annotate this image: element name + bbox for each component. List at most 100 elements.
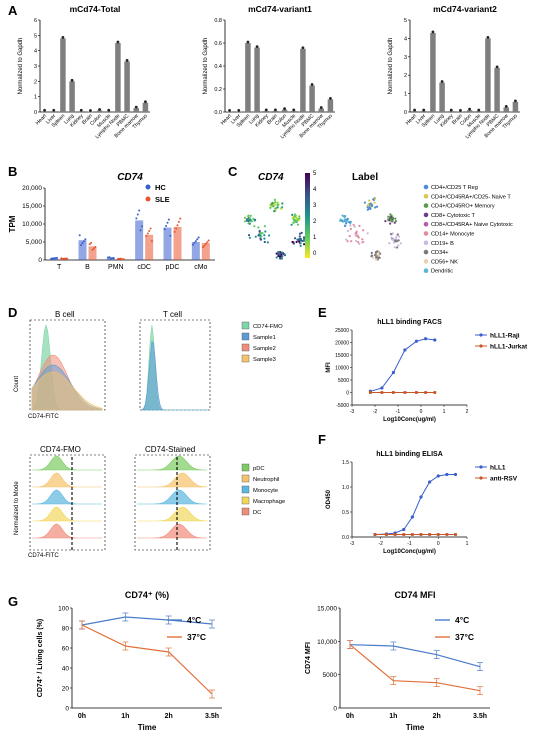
scatter-point bbox=[246, 219, 249, 222]
data-point bbox=[206, 241, 209, 244]
data-point bbox=[329, 96, 332, 100]
data-point bbox=[65, 257, 68, 260]
legend-marker bbox=[479, 476, 483, 480]
histogram bbox=[137, 472, 208, 488]
scatter-point bbox=[253, 219, 256, 222]
legend-marker bbox=[423, 194, 429, 199]
y-tick-label: 0.0 bbox=[342, 535, 349, 541]
x-tick-label: B bbox=[85, 264, 90, 271]
legend-label: CD4+/CD25 T Reg bbox=[431, 185, 478, 191]
y-tick-label: 4 bbox=[34, 49, 37, 55]
scatter-point bbox=[343, 218, 346, 221]
data-point bbox=[301, 46, 305, 50]
scatter-point bbox=[248, 217, 251, 220]
scatter-point bbox=[292, 242, 295, 245]
x-tick-label: cMo bbox=[194, 264, 207, 271]
flow-legend-bottom: pDC Neutrophil Monocyte Macrophage DC bbox=[241, 463, 285, 516]
tsne-legend: CD4+/CD25 T Reg CD4+/CD45RA+/CD25- Naive … bbox=[423, 184, 513, 275]
flow-ylabel-mode: Normalized to Mode bbox=[14, 481, 20, 535]
chart-title: mCd74-variant1 bbox=[248, 4, 312, 14]
scatter-point bbox=[394, 240, 397, 243]
data-point bbox=[246, 40, 250, 44]
data-point bbox=[373, 533, 377, 536]
panel-label-a: A bbox=[8, 3, 18, 18]
series-line bbox=[374, 474, 456, 535]
scatter-point bbox=[370, 251, 373, 255]
legend-label: DC bbox=[253, 510, 261, 516]
scatter-point bbox=[278, 255, 282, 258]
scatter-point bbox=[361, 241, 364, 244]
data-point bbox=[116, 40, 120, 44]
data-point bbox=[428, 533, 432, 536]
y-tick-label: 5 bbox=[404, 18, 407, 24]
histogram bbox=[32, 489, 102, 505]
data-point bbox=[203, 244, 206, 247]
scatter-point bbox=[275, 207, 278, 210]
legend-label: 4°C bbox=[455, 615, 469, 625]
colorbar-tick-label: 0 bbox=[313, 251, 317, 257]
bar bbox=[135, 220, 144, 260]
x-tick-label: 0h bbox=[78, 713, 86, 720]
scatter-point bbox=[292, 221, 295, 224]
y-tick-label: 100 bbox=[58, 606, 69, 613]
data-point bbox=[380, 386, 384, 390]
data-point bbox=[495, 65, 499, 69]
data-point bbox=[419, 533, 423, 536]
y-axis-label: TPM bbox=[8, 215, 17, 232]
y-tick-label: 4 bbox=[404, 36, 407, 42]
scatter-point bbox=[263, 234, 266, 237]
chart-title: hLL1 binding FACS bbox=[377, 319, 442, 326]
x-tick-label: -1 bbox=[407, 541, 412, 547]
x-tick-label: -3 bbox=[350, 541, 355, 547]
legend-marker bbox=[145, 184, 151, 190]
scatter-point bbox=[357, 241, 360, 244]
bar bbox=[281, 109, 288, 112]
series-line bbox=[370, 338, 435, 392]
x-tick-label: cDC bbox=[137, 264, 151, 271]
data-point bbox=[207, 239, 210, 242]
chart-g-percent: CD74⁺ (%) 0 20 40 60 80 100 0h 1h 2h 3.5h Time CD74⁺… bbox=[37, 590, 222, 732]
scatter-point bbox=[341, 219, 344, 222]
scatter-point bbox=[349, 224, 352, 227]
scatter-point bbox=[248, 234, 251, 237]
scatter-point bbox=[250, 220, 253, 223]
scatter-point bbox=[249, 214, 252, 217]
bar bbox=[133, 108, 139, 112]
bar bbox=[60, 38, 66, 112]
flow-legend-top: CD74-FMO Sample1 Sample2 Sample3 bbox=[241, 321, 283, 363]
data-point bbox=[194, 240, 197, 243]
bar bbox=[466, 110, 473, 112]
data-point bbox=[193, 241, 196, 244]
legend-swatch bbox=[241, 507, 250, 516]
plot-frame bbox=[29, 454, 106, 551]
data-point bbox=[468, 107, 471, 111]
legend-marker bbox=[423, 259, 429, 264]
flow-ylabel-count: Count bbox=[14, 376, 20, 392]
y-tick-label: 0.2 bbox=[214, 87, 222, 93]
scatter-point bbox=[280, 207, 283, 210]
bar bbox=[115, 43, 121, 112]
scatter-point bbox=[275, 252, 278, 255]
scatter-point bbox=[292, 218, 295, 221]
data-point bbox=[449, 108, 453, 112]
scatter-point bbox=[292, 216, 295, 219]
scatter-point bbox=[370, 255, 373, 258]
data-point bbox=[89, 109, 92, 112]
scatter-point bbox=[248, 222, 251, 225]
scatter-point bbox=[368, 207, 371, 210]
scatter-point bbox=[377, 254, 380, 257]
scatter-point bbox=[302, 236, 306, 239]
data-point bbox=[415, 391, 418, 394]
data-point bbox=[122, 258, 125, 261]
data-point bbox=[436, 474, 440, 478]
scatter-point bbox=[294, 213, 297, 216]
bar bbox=[163, 227, 172, 260]
tsne-title-cd74: CD74 bbox=[258, 172, 284, 183]
chart-title: hLL1 binding ELISA bbox=[376, 451, 443, 458]
scatter-point bbox=[279, 252, 282, 255]
scatter-point bbox=[366, 206, 369, 209]
